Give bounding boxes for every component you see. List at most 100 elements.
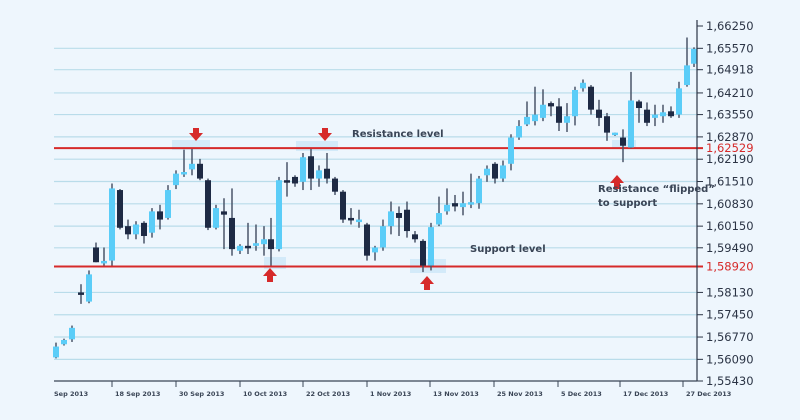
candle	[221, 198, 227, 250]
candle	[300, 152, 306, 191]
bull-candle-body	[213, 208, 219, 228]
candle	[644, 102, 650, 127]
bull-candle-body	[101, 260, 107, 264]
candle	[189, 149, 195, 176]
candle	[436, 196, 442, 227]
candle	[229, 188, 235, 256]
candle	[516, 120, 522, 140]
candle	[261, 226, 267, 256]
resistance-level-label: Resistance level	[352, 129, 444, 140]
candle	[332, 176, 338, 195]
x-tick-label: 13 Nov 2013	[433, 390, 479, 398]
candle	[532, 86, 538, 126]
x-tick-label: Sep 2013	[54, 390, 88, 398]
candle	[53, 342, 59, 359]
support-level-label: Support level	[470, 244, 546, 255]
candle	[78, 284, 84, 304]
candle	[245, 222, 251, 255]
bull-candle-body	[276, 180, 282, 250]
bear-candle-body	[364, 224, 370, 256]
candle	[61, 338, 67, 346]
bull-candle-body	[380, 226, 386, 248]
x-tick-label: 22 Oct 2013	[306, 390, 350, 398]
candle	[396, 206, 402, 236]
bull-candle-body	[173, 173, 179, 186]
candle	[86, 270, 92, 304]
bear-candle-body	[348, 217, 354, 221]
bear-candle-body	[492, 163, 498, 179]
candles	[53, 37, 697, 359]
x-tick-label: 10 Oct 2013	[243, 390, 287, 398]
bull-candle-body	[580, 82, 586, 89]
candle	[596, 99, 602, 127]
bull-candle-body	[660, 112, 666, 117]
grid-lines	[54, 47, 697, 360]
candle	[197, 158, 203, 181]
candle	[628, 71, 634, 149]
bull-candle-body	[53, 346, 59, 358]
y-tick-label: 1,63550	[706, 108, 754, 122]
bear-candle-body	[548, 103, 554, 107]
bull-candle-body	[652, 114, 658, 118]
bull-candle-body	[524, 116, 530, 125]
x-tick-label: 5 Dec 2013	[561, 390, 602, 398]
y-tick-label: 1,64918	[706, 63, 754, 77]
up-arrow-icon	[610, 175, 624, 189]
bear-candle-body	[332, 178, 338, 192]
x-tick-label: 1 Nov 2013	[370, 390, 411, 398]
highlight-zone	[296, 141, 338, 151]
candle	[492, 162, 498, 184]
y-axis-ticks: 1,66250 1,65570 1,64918 1,64210 1,63550 1,628…	[697, 19, 754, 388]
candle	[308, 149, 314, 191]
candle	[580, 79, 586, 92]
bear-candle-body	[556, 106, 562, 123]
y-tick-label: 1,56090	[706, 352, 754, 366]
bear-candle-body	[197, 163, 203, 179]
x-tick-label: 27 Dec 2013	[686, 390, 731, 398]
y-tick-label: 1,61510	[706, 175, 754, 189]
candle	[101, 247, 107, 266]
candle	[109, 183, 115, 266]
bear-candle-body	[596, 109, 602, 118]
y-tick-label: 1,59490	[706, 241, 754, 255]
x-tick-label: 30 Sep 2013	[179, 390, 224, 398]
bull-candle-body	[189, 163, 195, 170]
candle	[205, 178, 211, 231]
bull-candle-body	[300, 157, 306, 182]
candle	[292, 175, 298, 187]
bull-candle-body	[372, 247, 378, 253]
arrow-markers	[189, 128, 624, 290]
bear-candle-body	[668, 111, 674, 117]
bear-candle-body	[141, 222, 147, 236]
bear-candle-body	[78, 292, 84, 295]
bull-candle-body	[476, 178, 482, 204]
candle	[572, 86, 578, 126]
bull-candle-body	[484, 168, 490, 176]
y-tick-label: 1,55430	[706, 374, 754, 388]
bull-candle-body	[133, 224, 139, 235]
bull-candle-body	[165, 190, 171, 218]
down-arrow-icon	[189, 128, 203, 141]
bear-candle-body	[340, 191, 346, 220]
bear-candle-body	[452, 203, 458, 207]
candle	[165, 185, 171, 220]
y-tick-label: 1,66250	[706, 19, 754, 33]
candle	[117, 189, 123, 230]
candle	[588, 85, 594, 115]
candle	[540, 89, 546, 122]
candle	[348, 208, 354, 225]
candle	[564, 103, 570, 132]
bull-candle-body	[676, 88, 682, 115]
bear-candle-body	[221, 211, 227, 215]
candle	[157, 204, 163, 230]
candle	[284, 162, 290, 197]
bull-candle-body	[149, 211, 155, 233]
bull-candle-body	[444, 204, 450, 212]
bull-candle-body	[564, 116, 570, 123]
candle	[141, 221, 147, 244]
bear-candle-body	[308, 156, 314, 179]
bear-candle-body	[117, 190, 123, 228]
bull-candle-body	[428, 227, 434, 266]
bull-candle-body	[508, 137, 514, 164]
